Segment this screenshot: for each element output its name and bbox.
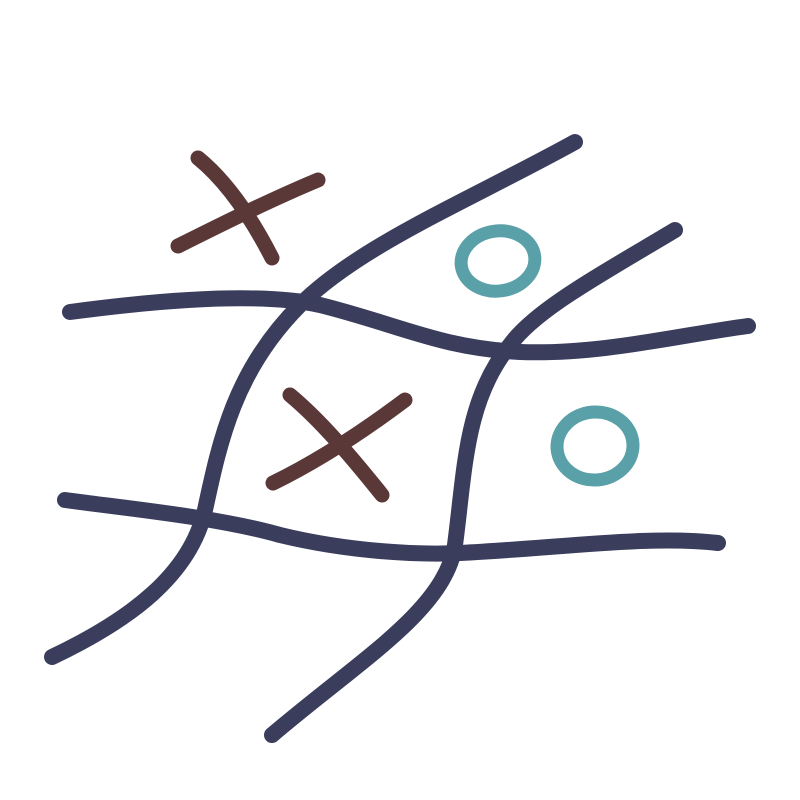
cell-0-0[interactable] bbox=[120, 130, 320, 300]
x-mark-cell-1-1 bbox=[265, 387, 413, 503]
marks bbox=[170, 150, 640, 503]
x-stroke-a bbox=[190, 150, 280, 266]
grid-line-horizontal-bottom bbox=[57, 492, 726, 562]
cell-2-2[interactable] bbox=[460, 560, 720, 740]
o-ring bbox=[454, 224, 542, 298]
cell-2-0[interactable] bbox=[60, 530, 220, 660]
grid-line-vertical-left bbox=[44, 134, 583, 665]
x-stroke-b bbox=[265, 392, 413, 491]
grid-line-vertical-right bbox=[264, 222, 683, 743]
grid bbox=[44, 134, 756, 743]
cell-1-2[interactable] bbox=[480, 360, 730, 540]
cell-2-1[interactable] bbox=[220, 555, 440, 735]
grid-line-horizontal-top bbox=[62, 290, 756, 361]
x-stroke-b bbox=[170, 172, 326, 254]
o-mark-cell-0-2 bbox=[454, 224, 542, 298]
o-ring bbox=[550, 405, 640, 487]
cell-0-2[interactable] bbox=[510, 190, 720, 330]
o-mark-cell-1-2 bbox=[550, 405, 640, 487]
x-mark-cell-0-0 bbox=[170, 150, 326, 266]
